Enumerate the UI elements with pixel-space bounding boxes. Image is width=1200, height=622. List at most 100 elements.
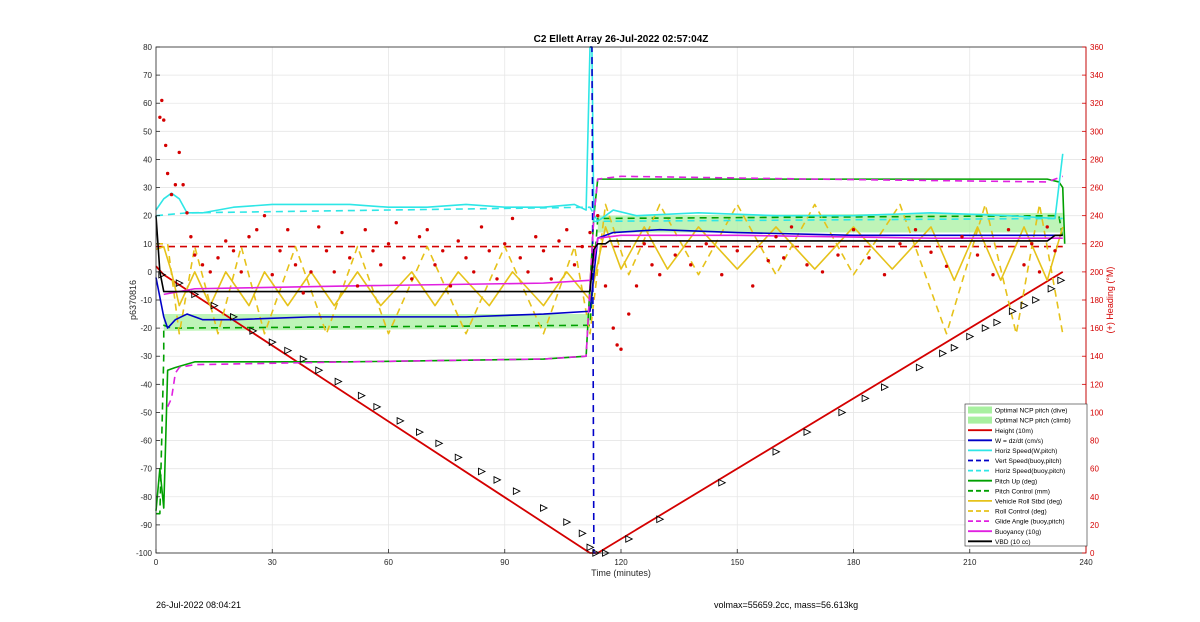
x-tick-label: 30 bbox=[268, 558, 277, 567]
heading-point bbox=[929, 250, 933, 254]
heading-point bbox=[189, 235, 193, 239]
heading-point bbox=[944, 264, 949, 268]
direction-marker bbox=[578, 529, 587, 538]
heading-point bbox=[173, 183, 178, 187]
heading-point bbox=[293, 263, 298, 267]
right-tick-label: 100 bbox=[1090, 408, 1104, 417]
direction-marker bbox=[493, 475, 502, 484]
direction-marker bbox=[803, 428, 812, 437]
heading-point bbox=[1053, 249, 1057, 253]
heading-point bbox=[603, 284, 608, 288]
direction-marker bbox=[881, 383, 890, 392]
heading-point bbox=[239, 270, 243, 274]
y-tick-label: 40 bbox=[143, 155, 152, 164]
series-horiz-speed-w-pitch bbox=[155, 46, 1064, 223]
heading-point bbox=[216, 256, 220, 260]
right-tick-label: 180 bbox=[1090, 296, 1104, 305]
heading-point bbox=[340, 230, 344, 235]
right-tick-label: 200 bbox=[1090, 268, 1104, 277]
heading-point bbox=[394, 220, 398, 225]
heading-point bbox=[495, 277, 499, 281]
heading-point bbox=[324, 249, 329, 253]
heading-point bbox=[774, 235, 778, 239]
legend-label-optimal-ncp-pitch-dive: Optimal NCP pitch (dive) bbox=[995, 408, 1067, 415]
heading-point bbox=[487, 249, 491, 253]
y-tick-label: 0 bbox=[148, 268, 153, 277]
heading-point bbox=[193, 253, 197, 257]
legend-label-glide-angle-buoy-pitch: Glide Angle (buoy,pitch) bbox=[995, 519, 1065, 526]
heading-point bbox=[960, 235, 964, 239]
y-tick-label: -20 bbox=[140, 324, 152, 333]
direction-marker bbox=[191, 290, 200, 299]
heading-point bbox=[991, 273, 995, 277]
heading-point bbox=[642, 242, 646, 246]
heading-point bbox=[789, 225, 794, 229]
heading-point bbox=[689, 263, 693, 267]
heading-point bbox=[165, 171, 170, 176]
heading-point bbox=[615, 343, 619, 347]
direction-marker bbox=[772, 447, 781, 456]
legend-label-horiz-speed-w-pitch: Horiz Speed(W,pitch) bbox=[995, 448, 1057, 455]
heading-point bbox=[162, 118, 166, 122]
heading-point bbox=[782, 256, 786, 260]
series-vbd-10-cc bbox=[155, 215, 1063, 293]
series-pitch-up-deg bbox=[155, 178, 1066, 511]
y-tick-label: 30 bbox=[143, 184, 152, 193]
heading-point bbox=[309, 270, 313, 274]
heading-point bbox=[472, 270, 476, 274]
heading-point bbox=[270, 273, 274, 277]
direction-marker bbox=[396, 416, 405, 425]
heading-point bbox=[619, 347, 623, 351]
heading-point bbox=[588, 230, 592, 235]
direction-marker bbox=[939, 349, 948, 358]
heading-point bbox=[224, 239, 228, 243]
right-axis-label: (+) Heading (°M) bbox=[1105, 267, 1115, 334]
heading-point bbox=[286, 228, 290, 232]
heading-point bbox=[200, 263, 205, 267]
direction-marker bbox=[1047, 284, 1056, 293]
heading-point bbox=[805, 263, 809, 267]
right-tick-label: 60 bbox=[1090, 465, 1099, 474]
legend-label-vbd-10-cc: VBD (10 cc) bbox=[995, 539, 1031, 546]
chart-title: C2 Ellett Array 26-Jul-2022 02:57:04Z bbox=[534, 34, 709, 45]
direction-marker bbox=[563, 518, 572, 527]
heading-point bbox=[611, 326, 615, 330]
direction-marker bbox=[966, 332, 975, 341]
heading-point bbox=[363, 228, 367, 232]
heading-point bbox=[160, 98, 164, 103]
x-tick-label: 90 bbox=[500, 558, 509, 567]
direction-marker bbox=[1057, 276, 1066, 285]
heading-point bbox=[247, 235, 251, 239]
y-axis-ticks: -100-90-80-70-60-50-40-30-20-10010203040… bbox=[136, 43, 160, 558]
heading-point bbox=[650, 263, 654, 267]
heading-point bbox=[425, 228, 429, 232]
heading-point bbox=[557, 239, 561, 243]
direction-marker bbox=[175, 279, 184, 288]
direction-marker bbox=[993, 318, 1002, 327]
right-tick-label: 120 bbox=[1090, 380, 1104, 389]
direction-marker bbox=[718, 478, 727, 487]
y-tick-label: -40 bbox=[140, 380, 152, 389]
heading-point bbox=[658, 273, 662, 277]
y-tick-label: -90 bbox=[140, 521, 152, 530]
right-tick-label: 40 bbox=[1090, 493, 1099, 502]
legend-label-w-dz-dt-cm-s: W = dz/dt (cm/s) bbox=[995, 438, 1043, 445]
heading-point bbox=[913, 228, 918, 232]
direction-marker bbox=[230, 312, 239, 321]
heading-point bbox=[882, 273, 887, 277]
heading-point bbox=[301, 291, 305, 295]
heading-point bbox=[208, 270, 212, 274]
heading-point bbox=[332, 270, 336, 274]
direction-marker bbox=[540, 504, 549, 512]
direction-marker bbox=[656, 515, 665, 524]
x-axis-label: Time (minutes) bbox=[591, 568, 651, 578]
right-tick-label: 360 bbox=[1090, 43, 1104, 52]
direction-marker bbox=[915, 363, 924, 372]
heading-point bbox=[464, 256, 468, 260]
direction-marker bbox=[357, 391, 366, 400]
heading-point bbox=[417, 235, 422, 239]
heading-points bbox=[158, 98, 1057, 351]
heading-point bbox=[975, 253, 980, 257]
y-tick-label: 20 bbox=[143, 212, 152, 221]
